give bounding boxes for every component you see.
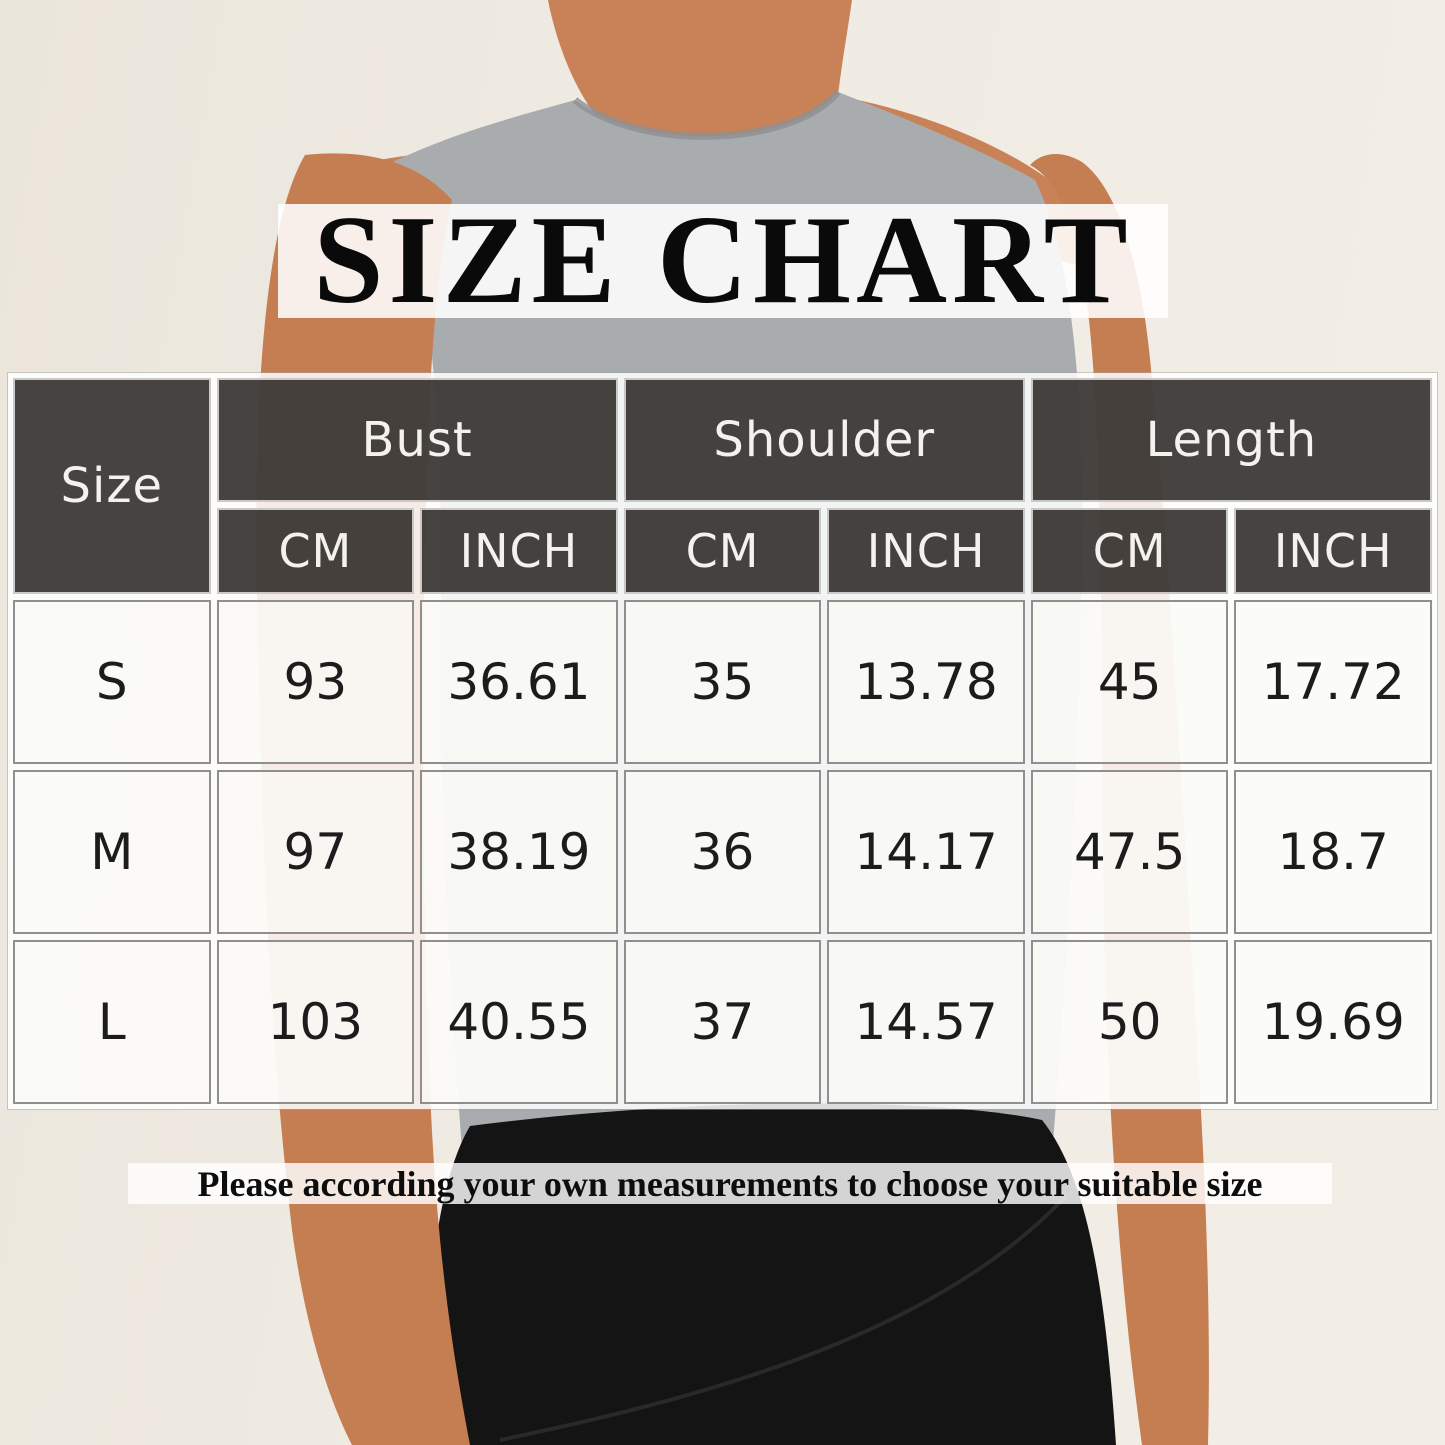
row-label-l: L <box>13 940 211 1104</box>
row-label-s: S <box>13 600 211 764</box>
cell-l-shoulder-inch: 14.57 <box>827 940 1025 1104</box>
note-banner: Please according your own measurements t… <box>128 1163 1332 1204</box>
header-cell-length: Length <box>1030 378 1432 502</box>
cell-l-shoulder-cm: 37 <box>623 940 822 1104</box>
cell-s-length-cm: 45 <box>1030 600 1229 764</box>
cell-s-length-inch: 17.72 <box>1234 600 1432 764</box>
cell-m-shoulder-cm: 36 <box>623 770 822 934</box>
cell-m-shoulder-inch: 14.17 <box>827 770 1025 934</box>
cell-m-bust-cm: 97 <box>216 770 415 934</box>
model-neckline-shadow <box>572 89 841 140</box>
unit-cell-bust-cm: CM <box>216 508 415 594</box>
cell-l-bust-inch: 40.55 <box>420 940 618 1104</box>
header-cell-size: Size <box>13 378 211 594</box>
unit-cell-length-cm: CM <box>1030 508 1229 594</box>
unit-cell-shoulder-cm: CM <box>623 508 822 594</box>
cell-l-length-cm: 50 <box>1030 940 1229 1104</box>
cell-s-bust-inch: 36.61 <box>420 600 618 764</box>
title-banner: SIZE CHART <box>278 198 1168 324</box>
cell-l-length-inch: 19.69 <box>1234 940 1432 1104</box>
row-label-m: M <box>13 770 211 934</box>
page-title: SIZE CHART <box>313 191 1133 330</box>
header-cell-shoulder: Shoulder <box>623 378 1025 502</box>
note-text: Please according your own measurements t… <box>197 1163 1263 1204</box>
unit-cell-length-inch: INCH <box>1234 508 1432 594</box>
cell-l-bust-cm: 103 <box>216 940 415 1104</box>
model-leggings-seam <box>499 1194 1068 1442</box>
cell-m-bust-inch: 38.19 <box>420 770 618 934</box>
cell-m-length-cm: 47.5 <box>1030 770 1229 934</box>
header-cell-bust: Bust <box>216 378 618 502</box>
cell-s-bust-cm: 93 <box>216 600 415 764</box>
cell-m-length-inch: 18.7 <box>1234 770 1432 934</box>
cell-s-shoulder-cm: 35 <box>623 600 822 764</box>
model-leggings <box>427 1103 1117 1445</box>
cell-s-shoulder-inch: 13.78 <box>827 600 1025 764</box>
unit-cell-shoulder-inch: INCH <box>827 508 1025 594</box>
size-table: Size Bust Shoulder Length CM INCH CM INC… <box>7 372 1438 1110</box>
unit-cell-bust-inch: INCH <box>420 508 618 594</box>
